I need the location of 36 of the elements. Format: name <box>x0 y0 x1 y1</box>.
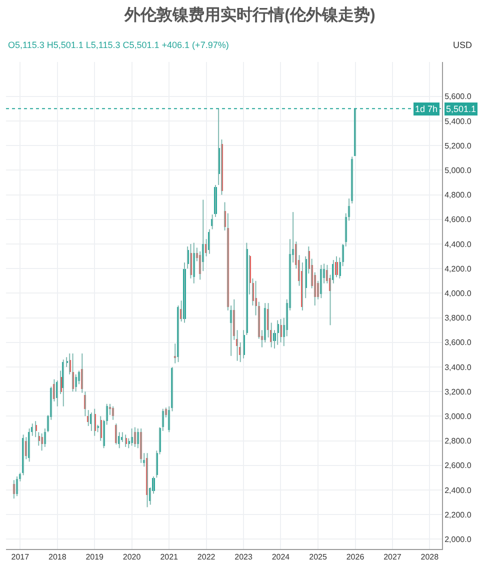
x-tick-label: 2027 <box>384 552 402 562</box>
y-tick-label: 5,000.0 <box>444 166 472 176</box>
x-tick-label: 2021 <box>160 552 179 562</box>
x-tick-label: 2023 <box>234 552 253 562</box>
chart-subtitle: O5,115.3 H5,501.1 L5,115.3 C5,501.1 +406.1 (+7.97%) <box>8 40 229 50</box>
y-tick-label: 4,600.0 <box>444 215 472 224</box>
y-tick-label: 3,200.0 <box>444 387 472 396</box>
y-tick-label: 4,400.0 <box>444 240 472 249</box>
y-tick-label: 2,400.0 <box>444 486 472 495</box>
annotation: 1d 7h <box>415 104 438 114</box>
y-tick-label: 5,200.0 <box>444 141 472 150</box>
x-tick-label: 2019 <box>86 552 104 562</box>
y-tick-label: 3,600.0 <box>444 338 472 348</box>
y-tick-label: 3,800.0 <box>444 314 472 323</box>
y-tick-label: 5,600.0 <box>444 92 472 102</box>
chart-title: 外伦敦镍费用实时行情(伦外镍走势) <box>124 6 376 24</box>
x-tick-label: 2024 <box>272 552 290 562</box>
y-tick-label: 3,000.0 <box>444 412 472 421</box>
y-axis-title: USD <box>453 40 472 50</box>
x-tick-label: 2017 <box>11 552 30 562</box>
x-tick-label: 2026 <box>346 552 365 562</box>
y-tick-label: 3,400.0 <box>444 362 472 372</box>
y-tick-label: 5,400.0 <box>444 116 472 126</box>
x-tick-label: 2022 <box>197 552 216 562</box>
x-tick-label: 2020 <box>122 552 142 562</box>
y-tick-label: 4,200.0 <box>444 264 472 274</box>
x-tick-label: 2025 <box>309 552 328 562</box>
y-tick-label: 4,000.0 <box>444 289 472 298</box>
y-tick-label: 2,000.0 <box>444 534 472 544</box>
y-tick-label: 2,600.0 <box>444 461 472 470</box>
y-tick-label: 2,200.0 <box>444 510 472 520</box>
y-tick-label: 4,800.0 <box>444 190 472 200</box>
x-tick-label: 2018 <box>48 552 67 562</box>
x-tick-label: 2028 <box>420 552 440 562</box>
y-tick-label: 2,800.0 <box>444 436 472 446</box>
ref-line-label: 5,501.1 <box>446 104 476 114</box>
